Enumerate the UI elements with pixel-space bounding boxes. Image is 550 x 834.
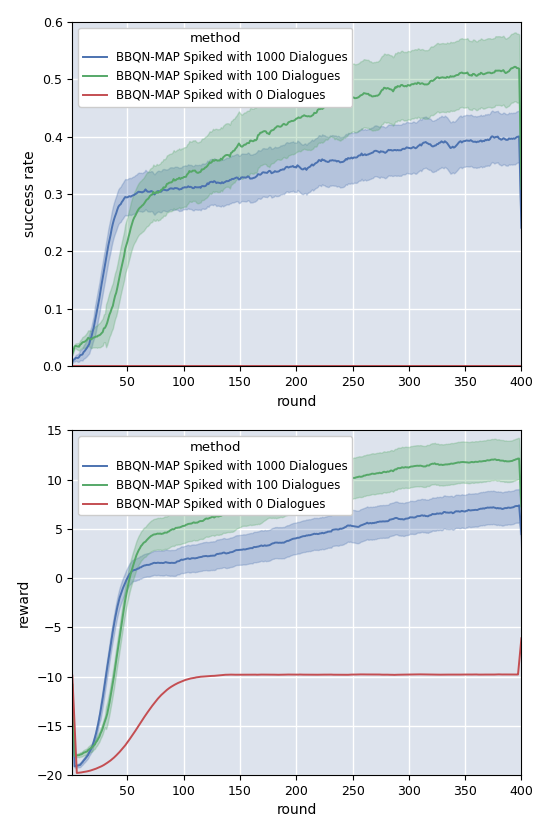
BBQN-MAP Spiked with 1000 Dialogues: [216, 178, 222, 188]
BBQN-MAP Spiked with 1000 Dialogues: [395, 145, 402, 155]
BBQN-MAP Spiked with 0 Dialogues: [74, 768, 80, 778]
BBQN-MAP Spiked with 0 Dialogues: [247, 361, 254, 371]
X-axis label: round: round: [277, 394, 317, 409]
BBQN-MAP Spiked with 100 Dialogues: [351, 93, 358, 103]
BBQN-MAP Spiked with 0 Dialogues: [217, 671, 223, 681]
BBQN-MAP Spiked with 0 Dialogues: [69, 671, 75, 681]
BBQN-MAP Spiked with 0 Dialogues: [69, 361, 75, 371]
BBQN-MAP Spiked with 100 Dialogues: [394, 463, 401, 473]
BBQN-MAP Spiked with 100 Dialogues: [247, 136, 254, 146]
BBQN-MAP Spiked with 0 Dialogues: [395, 361, 402, 371]
BBQN-MAP Spiked with 100 Dialogues: [72, 751, 78, 761]
BBQN-MAP Spiked with 1000 Dialogues: [516, 500, 522, 510]
BBQN-MAP Spiked with 100 Dialogues: [515, 454, 521, 464]
BBQN-MAP Spiked with 0 Dialogues: [351, 361, 358, 371]
BBQN-MAP Spiked with 0 Dialogues: [397, 670, 403, 680]
BBQN-MAP Spiked with 1000 Dialogues: [69, 357, 75, 367]
BBQN-MAP Spiked with 100 Dialogues: [518, 501, 525, 511]
Legend: BBQN-MAP Spiked with 1000 Dialogues, BBQN-MAP Spiked with 100 Dialogues, BBQN-MA: BBQN-MAP Spiked with 1000 Dialogues, BBQ…: [78, 436, 353, 515]
BBQN-MAP Spiked with 1000 Dialogues: [518, 529, 525, 539]
BBQN-MAP Spiked with 1000 Dialogues: [72, 761, 78, 771]
BBQN-MAP Spiked with 0 Dialogues: [394, 670, 401, 680]
BBQN-MAP Spiked with 100 Dialogues: [216, 155, 222, 165]
BBQN-MAP Spiked with 0 Dialogues: [353, 670, 359, 680]
BBQN-MAP Spiked with 100 Dialogues: [69, 349, 75, 359]
BBQN-MAP Spiked with 1000 Dialogues: [397, 514, 403, 524]
BBQN-MAP Spiked with 0 Dialogues: [248, 670, 255, 680]
BBQN-MAP Spiked with 1000 Dialogues: [123, 193, 130, 203]
Y-axis label: reward: reward: [16, 579, 31, 627]
Line: BBQN-MAP Spiked with 100 Dialogues: BBQN-MAP Spiked with 100 Dialogues: [72, 459, 521, 756]
BBQN-MAP Spiked with 1000 Dialogues: [518, 223, 525, 233]
BBQN-MAP Spiked with 0 Dialogues: [124, 737, 131, 747]
BBQN-MAP Spiked with 1000 Dialogues: [217, 549, 223, 559]
Line: BBQN-MAP Spiked with 0 Dialogues: BBQN-MAP Spiked with 0 Dialogues: [72, 638, 521, 773]
BBQN-MAP Spiked with 100 Dialogues: [397, 463, 403, 473]
BBQN-MAP Spiked with 100 Dialogues: [353, 472, 359, 482]
BBQN-MAP Spiked with 100 Dialogues: [393, 83, 400, 93]
BBQN-MAP Spiked with 1000 Dialogues: [247, 173, 254, 183]
Line: BBQN-MAP Spiked with 1000 Dialogues: BBQN-MAP Spiked with 1000 Dialogues: [72, 136, 521, 362]
Y-axis label: success rate: success rate: [23, 151, 37, 238]
BBQN-MAP Spiked with 1000 Dialogues: [124, 573, 131, 583]
BBQN-MAP Spiked with 0 Dialogues: [518, 361, 525, 371]
BBQN-MAP Spiked with 100 Dialogues: [123, 240, 130, 250]
BBQN-MAP Spiked with 100 Dialogues: [69, 680, 75, 690]
BBQN-MAP Spiked with 100 Dialogues: [124, 583, 131, 593]
BBQN-MAP Spiked with 0 Dialogues: [393, 361, 400, 371]
BBQN-MAP Spiked with 1000 Dialogues: [393, 145, 400, 155]
BBQN-MAP Spiked with 0 Dialogues: [123, 361, 130, 371]
X-axis label: round: round: [277, 803, 317, 817]
Legend: BBQN-MAP Spiked with 1000 Dialogues, BBQN-MAP Spiked with 100 Dialogues, BBQN-MA: BBQN-MAP Spiked with 1000 Dialogues, BBQ…: [78, 28, 353, 107]
Line: BBQN-MAP Spiked with 1000 Dialogues: BBQN-MAP Spiked with 1000 Dialogues: [72, 505, 521, 766]
BBQN-MAP Spiked with 100 Dialogues: [248, 501, 255, 511]
BBQN-MAP Spiked with 100 Dialogues: [217, 511, 223, 521]
BBQN-MAP Spiked with 1000 Dialogues: [353, 522, 359, 532]
BBQN-MAP Spiked with 1000 Dialogues: [489, 131, 496, 141]
BBQN-MAP Spiked with 0 Dialogues: [518, 633, 525, 643]
BBQN-MAP Spiked with 1000 Dialogues: [394, 514, 401, 524]
Line: BBQN-MAP Spiked with 100 Dialogues: BBQN-MAP Spiked with 100 Dialogues: [72, 67, 521, 354]
BBQN-MAP Spiked with 1000 Dialogues: [69, 686, 75, 696]
BBQN-MAP Spiked with 100 Dialogues: [518, 184, 525, 194]
BBQN-MAP Spiked with 1000 Dialogues: [248, 543, 255, 553]
BBQN-MAP Spiked with 0 Dialogues: [216, 361, 222, 371]
BBQN-MAP Spiked with 100 Dialogues: [395, 82, 402, 92]
BBQN-MAP Spiked with 1000 Dialogues: [351, 153, 358, 163]
BBQN-MAP Spiked with 100 Dialogues: [512, 62, 518, 72]
